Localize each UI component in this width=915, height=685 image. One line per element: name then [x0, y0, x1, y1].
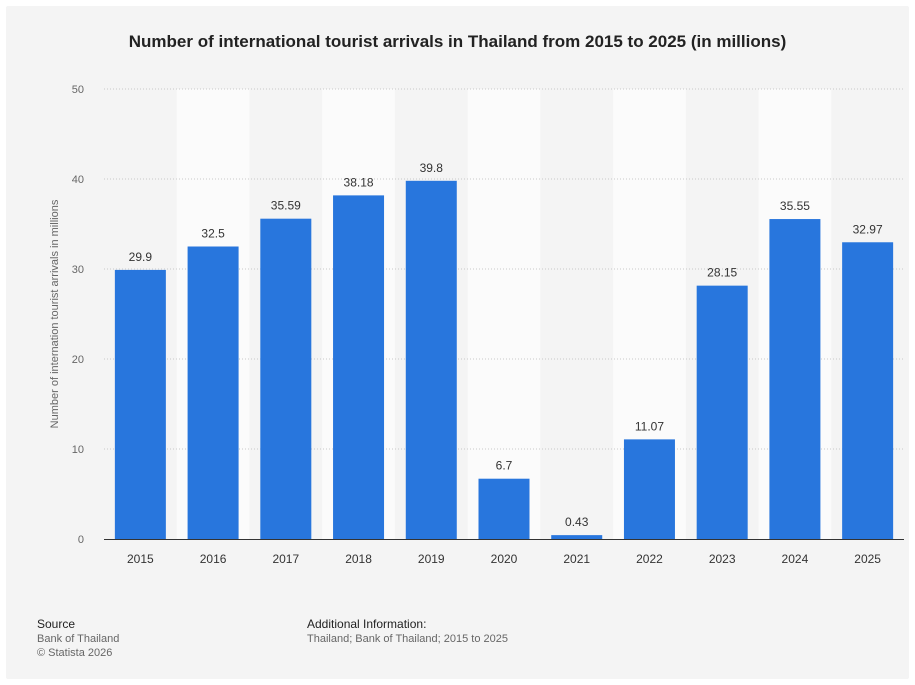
bar-2019	[405, 180, 457, 540]
x-tick-label-2017: 2017	[272, 552, 299, 566]
bar-2020	[478, 478, 530, 539]
bar-2016	[187, 246, 239, 539]
y-tick-label-40: 40	[72, 174, 84, 186]
value-label-2020: 6.7	[496, 459, 513, 473]
bar-2022	[623, 439, 675, 539]
y-tick-label-20: 20	[72, 354, 84, 366]
x-tick-label-2019: 2019	[418, 552, 445, 566]
additional-info-label: Additional Information:	[307, 617, 427, 631]
x-tick-label-2015: 2015	[127, 552, 154, 566]
x-tick-label-2025: 2025	[854, 552, 881, 566]
y-tick-label-10: 10	[72, 444, 84, 456]
bar-2025	[842, 242, 894, 539]
bar-2021	[551, 535, 603, 539]
value-label-2015: 29.9	[129, 250, 153, 264]
y-tick-label-50: 50	[72, 84, 84, 96]
source-label: Source	[37, 617, 76, 631]
value-label-2017: 35.59	[271, 199, 301, 213]
value-label-2021: 0.43	[565, 515, 589, 529]
bars	[114, 180, 894, 540]
x-tick-label-2021: 2021	[563, 552, 590, 566]
y-axis-label: Number of internation tourist arrivals i…	[49, 199, 61, 428]
value-label-2024: 35.55	[780, 199, 810, 213]
value-labels: 29.9 32.5 35.59 38.18 39.8 6.7 0.43 11.07 28.15 3…	[129, 161, 883, 529]
chart-title: Number of international tourist arrivals…	[128, 32, 787, 51]
bar-2023	[696, 285, 748, 539]
band-2020	[467, 89, 541, 539]
x-axis-ticks: 2015 2016 2017 2018 2019 2020 2021 2022 2023 2024…	[127, 552, 881, 566]
x-tick-label-2023: 2023	[709, 552, 736, 566]
additional-info-text: Thailand; Bank of Thailand; 2015 to 2025	[307, 633, 509, 645]
value-label-2016: 32.5	[201, 227, 225, 241]
bar-2015	[114, 269, 166, 539]
y-tick-label-0: 0	[78, 534, 84, 546]
bar-2018	[333, 195, 385, 539]
y-axis-ticks: 0 10 20 30 40 50	[72, 84, 84, 546]
x-tick-label-2022: 2022	[636, 552, 663, 566]
x-tick-label-2024: 2024	[782, 552, 809, 566]
value-label-2019: 39.8	[420, 161, 444, 175]
bar-2024	[769, 219, 821, 540]
value-label-2023: 28.15	[707, 266, 737, 280]
y-tick-label-30: 30	[72, 264, 84, 276]
source-line-1: Bank of Thailand	[37, 633, 120, 645]
x-tick-label-2016: 2016	[200, 552, 227, 566]
value-label-2018: 38.18	[344, 175, 374, 189]
source-line-2: © Statista 2026	[37, 647, 113, 659]
bar-2017	[260, 218, 312, 539]
x-tick-label-2020: 2020	[491, 552, 518, 566]
value-label-2022: 11.07	[635, 419, 664, 433]
value-label-2025: 32.97	[853, 222, 883, 236]
x-tick-label-2018: 2018	[345, 552, 372, 566]
